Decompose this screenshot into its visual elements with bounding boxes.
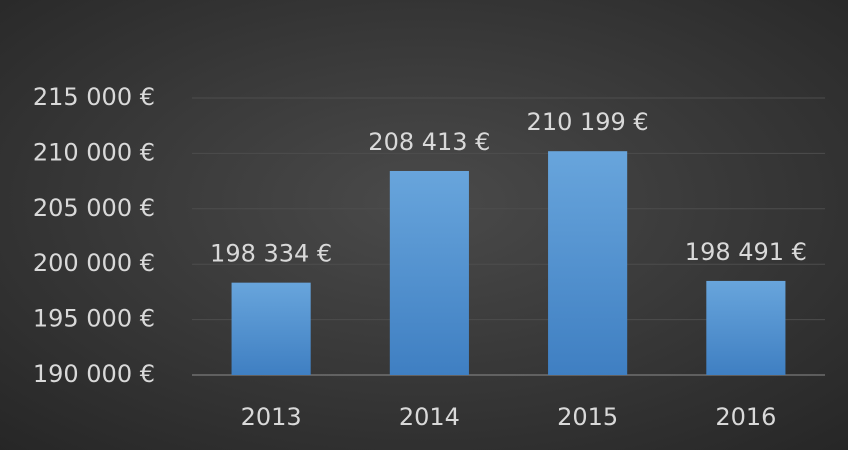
value-label: 198 491 € xyxy=(685,238,807,266)
x-tick-label: 2016 xyxy=(715,403,776,431)
x-tick-label: 2015 xyxy=(557,403,618,431)
y-tick-label: 195 000 € xyxy=(33,305,155,333)
value-label: 208 413 € xyxy=(368,128,490,156)
y-tick-label: 200 000 € xyxy=(33,249,155,277)
y-tick-label: 210 000 € xyxy=(33,138,155,166)
value-label: 198 334 € xyxy=(210,240,332,268)
bar xyxy=(231,282,311,375)
bar xyxy=(706,280,786,375)
value-label: 210 199 € xyxy=(527,108,649,136)
x-tick-label: 2014 xyxy=(399,403,460,431)
y-tick-label: 190 000 € xyxy=(33,360,155,388)
y-tick-label: 205 000 € xyxy=(33,194,155,222)
bar xyxy=(389,170,469,375)
y-tick-label: 215 000 € xyxy=(33,83,155,111)
x-tick-label: 2013 xyxy=(241,403,302,431)
bar xyxy=(548,151,628,375)
